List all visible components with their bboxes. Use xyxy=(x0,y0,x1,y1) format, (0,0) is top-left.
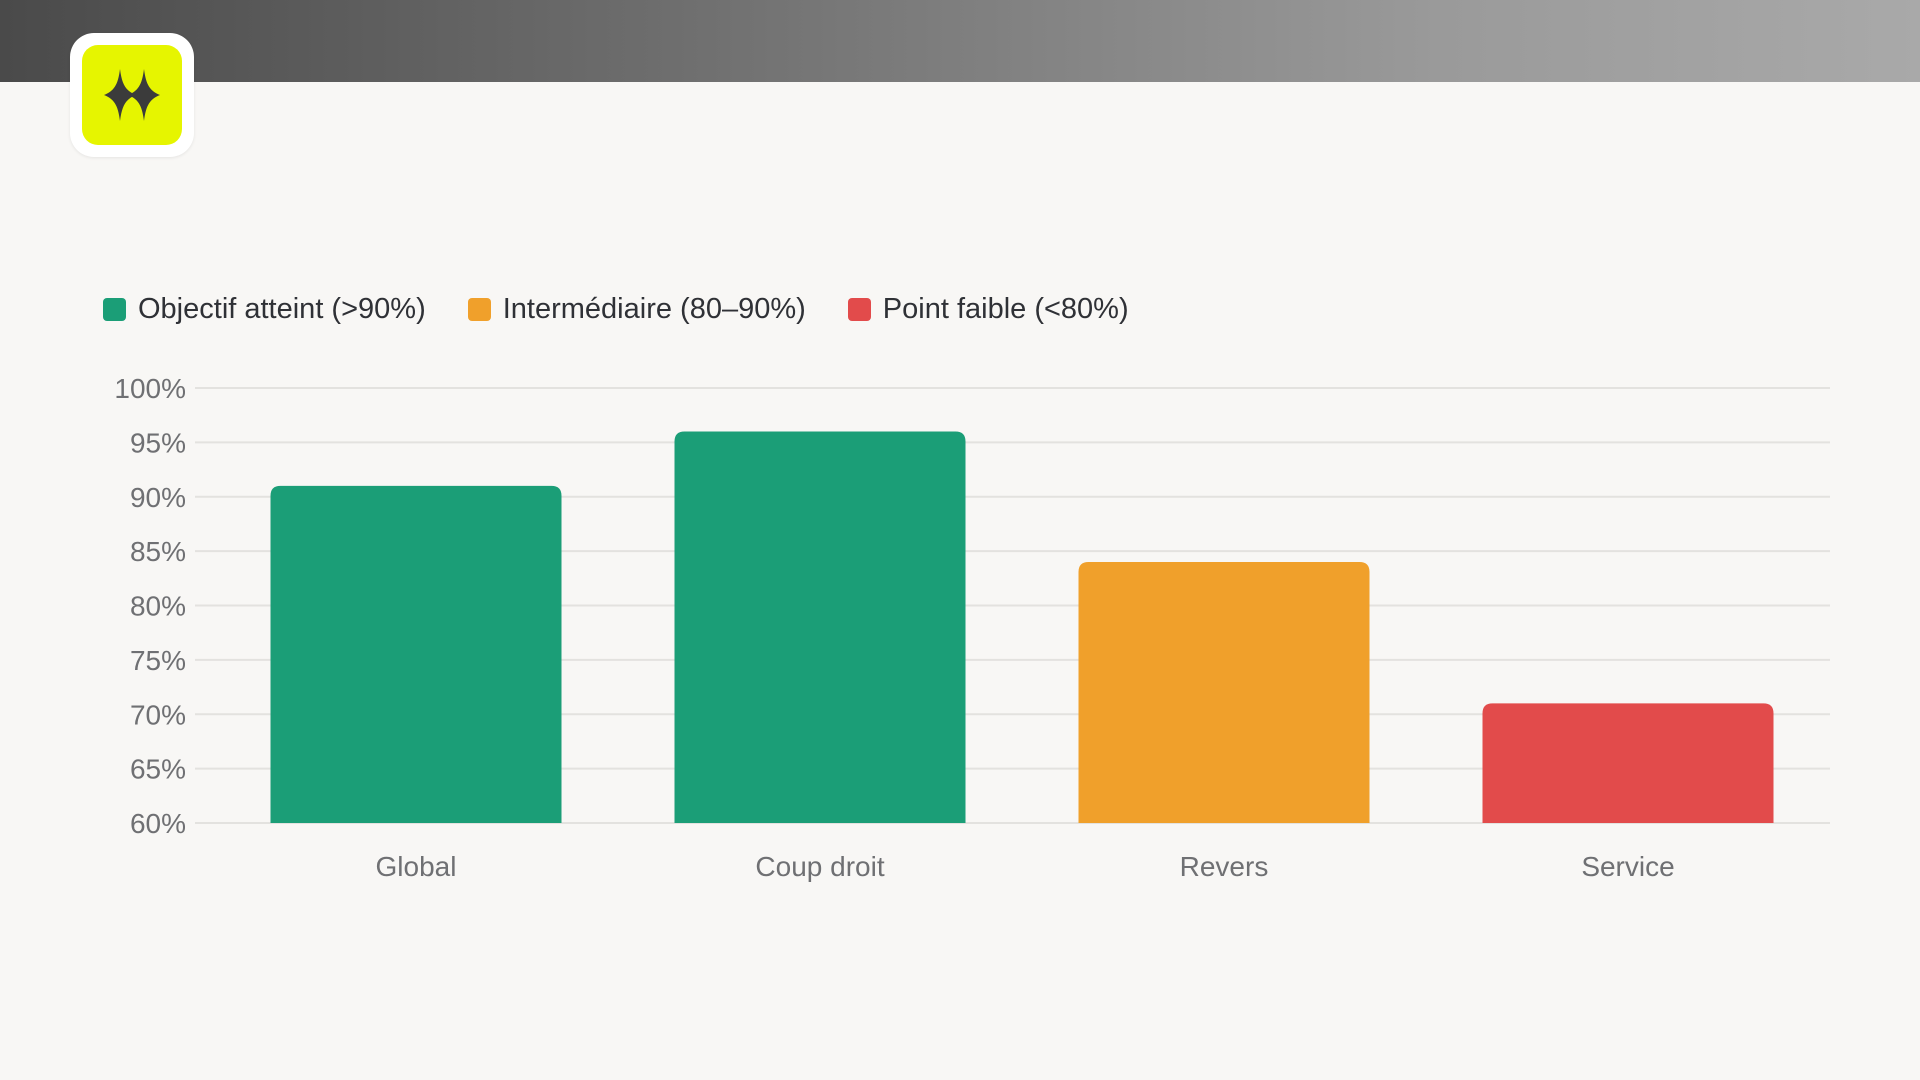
app-logo xyxy=(70,33,194,157)
y-tick-label: 60% xyxy=(130,808,186,839)
x-tick-label: Coup droit xyxy=(755,851,884,882)
y-tick-label: 90% xyxy=(130,482,186,513)
chart-legend: Objectif atteint (>90%) Intermédiaire (8… xyxy=(103,293,1171,326)
y-tick-label: 95% xyxy=(130,427,186,458)
legend-swatch-red xyxy=(847,298,871,321)
y-tick-label: 100% xyxy=(114,373,186,404)
bar xyxy=(1078,562,1370,823)
header-banner xyxy=(0,0,1920,82)
y-tick-label: 80% xyxy=(130,591,186,622)
bar xyxy=(674,431,966,823)
legend-item-point-faible: Point faible (<80%) xyxy=(847,293,1129,326)
y-tick-label: 75% xyxy=(130,645,186,676)
y-tick-label: 85% xyxy=(130,536,186,567)
x-tick-label: Global xyxy=(376,851,457,882)
legend-label: Intermédiaire (80–90%) xyxy=(502,293,806,325)
legend-item-intermediaire: Intermédiaire (80–90%) xyxy=(467,293,806,326)
bar xyxy=(270,485,562,823)
x-tick-label: Revers xyxy=(1180,851,1269,882)
legend-label: Objectif atteint (>90%) xyxy=(138,293,426,325)
legend-swatch-orange xyxy=(467,298,491,321)
y-tick-label: 70% xyxy=(130,699,186,730)
legend-swatch-green xyxy=(103,298,126,321)
bar xyxy=(1482,703,1774,823)
sparkle-icon xyxy=(104,69,160,121)
logo-tile xyxy=(82,45,182,145)
x-tick-label: Service xyxy=(1581,851,1674,882)
legend-label: Point faible (<80%) xyxy=(882,293,1129,325)
y-tick-label: 65% xyxy=(130,754,186,785)
legend-item-objectif: Objectif atteint (>90%) xyxy=(103,293,426,326)
